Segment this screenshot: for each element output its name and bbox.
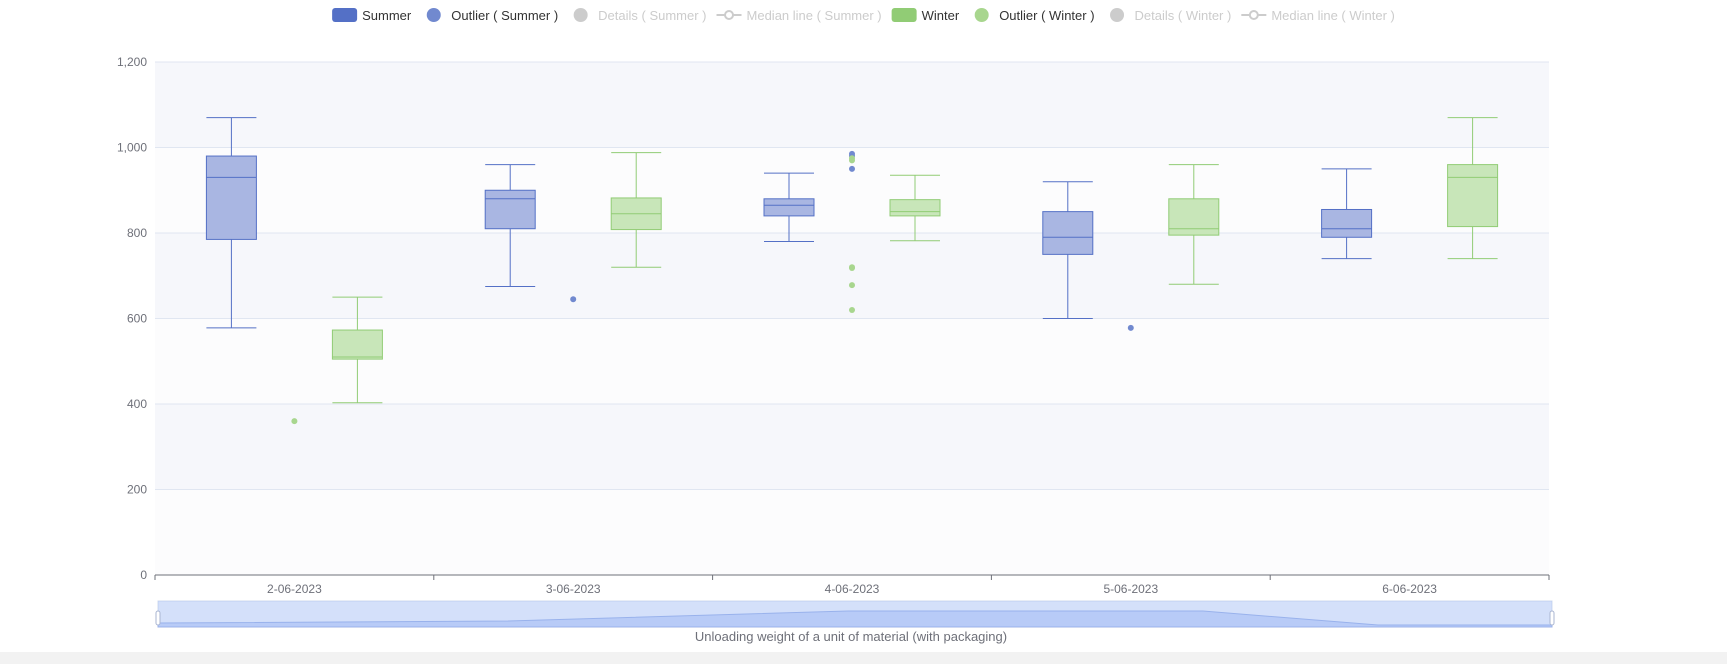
zoom-preview-area [157, 610, 1553, 628]
outlier-point[interactable] [1127, 324, 1134, 331]
plot-band [155, 318, 1549, 404]
legend-item-outlier-winter[interactable]: Outlier ( Winter ) [974, 8, 1095, 23]
iqr-box [763, 198, 815, 217]
series-summer [205, 117, 1373, 331]
data-zoom-slider[interactable]: Unloading weight of a unit of material (… [155, 600, 1555, 644]
y-tick-label: 800 [127, 226, 147, 240]
outlier-point[interactable] [570, 296, 577, 303]
legend-swatch [573, 8, 588, 22]
legend-label: Winter [922, 8, 960, 23]
legend: Summer Outlier ( Summer ) Details ( Summer… [332, 8, 1395, 23]
iqr-box [484, 189, 536, 230]
x-tick-label: 2-06-2023 [267, 582, 322, 596]
legend-item-outlier-summer[interactable]: Outlier ( Summer ) [426, 8, 558, 23]
outlier-point[interactable] [291, 418, 298, 425]
y-tick-label: 1,200 [117, 55, 147, 69]
iqr-box [331, 329, 383, 360]
box-summer[interactable] [205, 117, 257, 329]
box-winter[interactable] [331, 296, 383, 404]
iqr-box [1321, 208, 1373, 238]
axes: 0 200 400 600 800 1,000 1,200 2-06-2023 3-06-202… [117, 55, 1550, 596]
box-winter[interactable] [1447, 117, 1499, 260]
outlier-point[interactable] [849, 157, 855, 164]
series [205, 117, 1499, 425]
box-summer[interactable] [1321, 168, 1373, 260]
legend-swatch [332, 8, 358, 22]
box-summer[interactable] [1042, 181, 1094, 319]
box-winter[interactable] [610, 152, 662, 268]
iqr-box [205, 155, 257, 240]
outlier-point[interactable] [849, 265, 855, 272]
y-tick-label: 0 [140, 568, 147, 582]
x-tick-label: 5-06-2023 [1103, 582, 1158, 596]
legend-swatch [426, 8, 441, 22]
legend-swatch [891, 8, 917, 22]
plot-band [155, 489, 1549, 575]
zoom-left-handle[interactable] [155, 610, 161, 626]
series-winter [291, 117, 1499, 425]
grid-lines [155, 61, 1549, 490]
legend-label: Outlier ( Winter ) [999, 8, 1094, 23]
box-summer[interactable] [484, 164, 536, 287]
y-tick-label: 1,000 [117, 141, 147, 155]
legend-swatch [974, 8, 989, 22]
data-zoom-label: Unloading weight of a unit of material (… [695, 629, 1007, 644]
zoom-right-handle[interactable] [1549, 610, 1555, 626]
outlier-point[interactable] [849, 282, 855, 289]
legend-label: Details ( Summer ) [598, 8, 706, 23]
legend-label: Details ( Winter ) [1135, 8, 1232, 23]
x-tick-label: 4-06-2023 [825, 582, 880, 596]
legend-swatch-marker [724, 10, 735, 20]
legend-item-winter[interactable]: Winter [891, 8, 960, 23]
iqr-box [1168, 198, 1220, 236]
legend-label: Outlier ( Summer ) [451, 8, 558, 23]
iqr-box [1042, 211, 1094, 255]
legend-item-details-winter[interactable]: Details ( Winter ) [1110, 8, 1231, 23]
legend-item-median-line-summer[interactable]: Median line ( Summer ) [716, 8, 882, 23]
plot-background-bands [155, 62, 1549, 575]
y-tick-label: 600 [127, 312, 147, 326]
iqr-box [889, 199, 941, 217]
box-winter[interactable] [889, 174, 941, 242]
legend-item-median-line-winter[interactable]: Median line ( Winter ) [1241, 8, 1395, 23]
y-tick-label: 200 [127, 483, 147, 497]
legend-label: Median line ( Winter ) [1271, 8, 1395, 23]
legend-label: Summer [362, 8, 412, 23]
zoom-selection [158, 601, 1552, 627]
legend-item-details-summer[interactable]: Details ( Summer ) [573, 8, 707, 23]
legend-swatch-marker [1248, 10, 1259, 20]
y-tick-label: 400 [127, 397, 147, 411]
iqr-box [1447, 164, 1499, 228]
box-winter[interactable] [1168, 164, 1220, 285]
outlier-point[interactable] [849, 306, 855, 313]
x-tick-label: 3-06-2023 [546, 582, 601, 596]
plot-band [155, 62, 1549, 148]
legend-swatch [1110, 8, 1125, 22]
box-summer[interactable] [763, 172, 815, 243]
x-tick-label: 6-06-2023 [1382, 582, 1437, 596]
legend-item-summer[interactable]: Summer [332, 8, 412, 23]
plot-band [155, 404, 1549, 490]
plot-band [155, 233, 1549, 319]
legend-label: Median line ( Summer ) [747, 8, 882, 23]
outlier-point[interactable] [849, 165, 855, 172]
